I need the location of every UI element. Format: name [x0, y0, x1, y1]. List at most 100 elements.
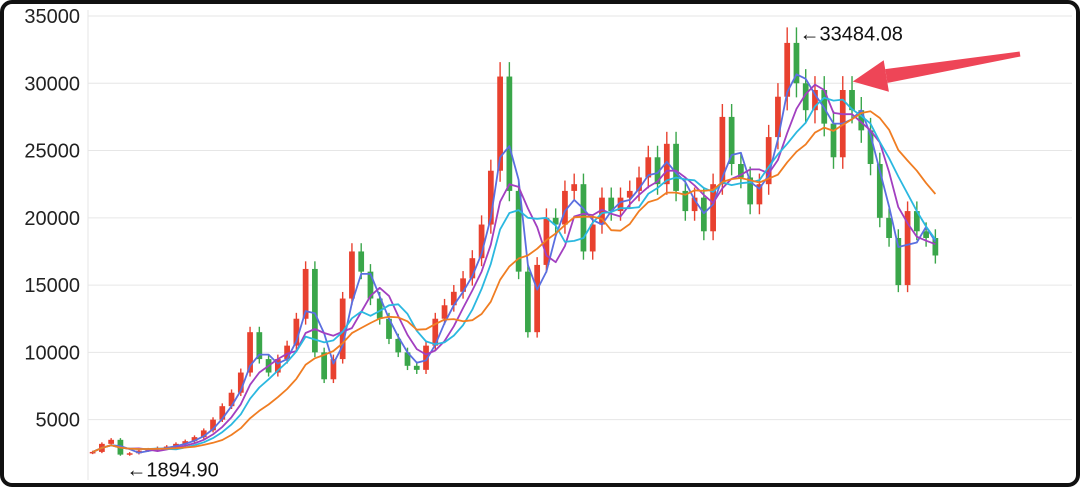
candle-body	[525, 271, 531, 333]
pointer-arrow-icon	[852, 51, 1021, 92]
candle-body	[330, 359, 337, 380]
candle-body	[858, 110, 865, 131]
arrow-shaft	[885, 51, 1021, 83]
candle-body	[867, 130, 874, 164]
candle-body	[386, 318, 392, 339]
candle-body	[562, 190, 568, 225]
candle-body	[450, 291, 457, 306]
candle-body	[830, 123, 837, 158]
candle-body	[293, 318, 300, 346]
candles	[89, 27, 939, 456]
candle-body	[904, 211, 911, 286]
candle-body	[765, 137, 772, 185]
candle-body	[663, 143, 670, 185]
candle-body	[367, 271, 374, 299]
candle-body	[441, 305, 448, 319]
candle-body	[626, 190, 633, 198]
candle-body	[802, 83, 809, 111]
y-tick-label: 15000	[24, 275, 80, 297]
candle-body	[423, 345, 429, 370]
candle-body	[497, 76, 503, 171]
candle-body	[895, 238, 902, 286]
candle-body	[126, 453, 133, 455]
ma-cyan-line	[92, 96, 937, 453]
candle-body	[756, 184, 763, 205]
candle-body	[274, 359, 281, 373]
moving-averages	[92, 73, 937, 454]
candle-body	[358, 251, 365, 272]
candle-body	[506, 76, 513, 191]
y-tick-label: 5000	[36, 410, 81, 432]
candle-body	[210, 419, 216, 431]
candle-body	[219, 406, 226, 420]
candle-body	[534, 264, 541, 333]
candle-body	[302, 268, 309, 319]
candle-body	[469, 258, 476, 279]
candle-body	[923, 231, 929, 238]
candle-body	[747, 177, 754, 205]
candle-body	[645, 157, 652, 178]
candle-body	[487, 170, 494, 225]
ma-purple-line	[92, 83, 936, 453]
y-tick-label: 20000	[24, 208, 80, 230]
candle-body	[182, 441, 189, 444]
candle-body	[599, 197, 605, 225]
candle-body	[738, 164, 744, 178]
candle-body	[876, 164, 883, 218]
candle-body	[608, 197, 615, 212]
candle-body	[460, 278, 466, 292]
candle-body	[682, 190, 689, 212]
candle-body	[376, 298, 383, 319]
low-price-label: ←1894.90	[126, 459, 218, 481]
candle-body	[395, 338, 402, 353]
candle-body	[673, 143, 679, 191]
grid	[87, 10, 1072, 480]
candle-body	[589, 224, 596, 252]
candle-body	[571, 184, 578, 191]
annotations: ←33484.08 ←1894.90	[126, 23, 1021, 481]
candle-body	[691, 197, 698, 212]
candle-body	[515, 190, 522, 272]
candle-body	[784, 42, 791, 97]
candle-body	[700, 197, 707, 232]
y-tick-label: 30000	[24, 73, 80, 95]
y-tick-label: 35000	[24, 6, 80, 28]
candle-body	[793, 42, 800, 84]
arrow-head	[852, 60, 889, 92]
candle-body	[812, 90, 818, 111]
y-axis: 5000 10000 15000 20000 25000 30000 35000	[24, 6, 80, 432]
y-tick-label: 25000	[24, 141, 80, 163]
candle-body	[775, 96, 781, 138]
candle-body	[849, 90, 855, 111]
candle-body	[321, 352, 328, 380]
candle-body	[552, 217, 559, 225]
candle-body	[719, 116, 726, 185]
ma-orange-line	[92, 110, 937, 453]
candle-body	[413, 365, 420, 370]
candlestick-chart: 5000 10000 15000 20000 25000 30000 35000 ←3348…	[24, 6, 1072, 481]
candle-body	[191, 437, 198, 442]
candle-body	[728, 116, 735, 164]
candle-body	[913, 211, 920, 232]
candle-body	[478, 224, 485, 259]
candle-body	[256, 332, 263, 360]
candle-body	[404, 352, 411, 366]
candle-body	[89, 451, 96, 454]
y-tick-label: 10000	[24, 342, 80, 364]
candle-body	[617, 197, 624, 212]
candle-body	[200, 430, 207, 438]
candle-body	[108, 439, 115, 444]
candle-body	[339, 298, 346, 360]
ma-blue-line	[92, 73, 937, 454]
candle-body	[349, 251, 355, 299]
candle-body	[932, 238, 939, 256]
candle-body	[580, 184, 587, 252]
candle-body	[432, 318, 439, 346]
candle-body	[228, 392, 235, 407]
candle-body	[710, 184, 716, 232]
high-price-label: ←33484.08	[799, 23, 902, 45]
candle-body	[886, 217, 892, 238]
candle-body	[247, 332, 253, 373]
candle-body	[312, 268, 318, 353]
